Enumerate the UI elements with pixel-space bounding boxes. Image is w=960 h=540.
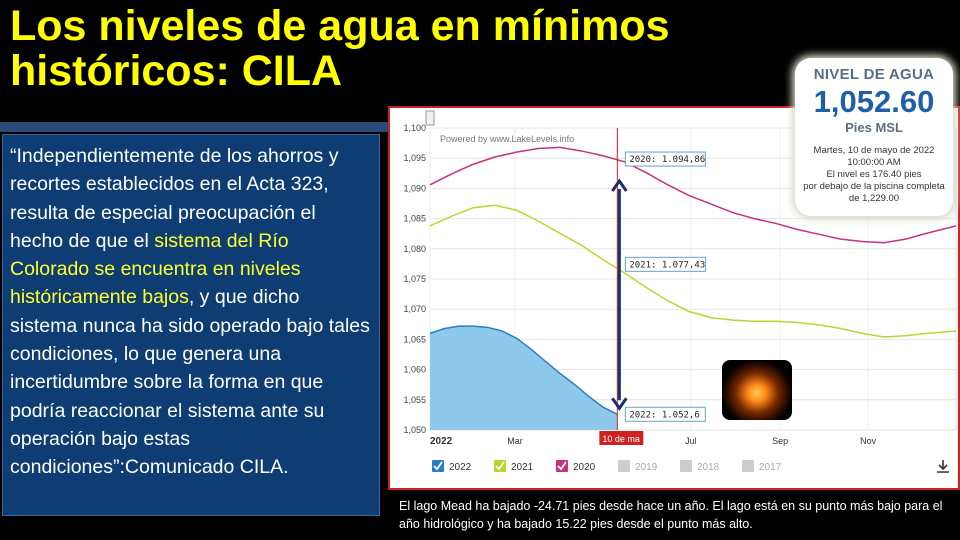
badge-title: NIVEL DE AGUA bbox=[813, 66, 935, 83]
annotation-label: 2020: 1.094,86 bbox=[629, 155, 705, 165]
badge-value: 1,052.60 bbox=[813, 84, 935, 119]
y-tick-label: 1,095 bbox=[403, 153, 426, 163]
y-tick-label: 1,050 bbox=[403, 425, 426, 435]
legend-label-2018: 2018 bbox=[697, 462, 720, 473]
x-tick-label: Sep bbox=[772, 436, 788, 446]
badge-date: Martes, 10 de mayo de 2022 bbox=[813, 145, 935, 156]
water-level-badge: NIVEL DE AGUA 1,052.60 Pies MSL Martes, … bbox=[795, 58, 953, 216]
quote-panel bbox=[2, 134, 380, 516]
annotation-label: 2022: 1.052,6 bbox=[629, 410, 699, 420]
x-tick-label: 2022 bbox=[430, 436, 453, 447]
difference-arrow-head-top bbox=[611, 178, 628, 192]
badge-time: 10:00:00 AM bbox=[847, 157, 901, 168]
x-tick-label: Jul bbox=[685, 436, 697, 446]
legend-check-2021 bbox=[495, 461, 505, 471]
y-tick-label: 1,080 bbox=[403, 244, 426, 254]
quote-part-2: , y que dicho sistema nunca ha sido oper… bbox=[10, 286, 370, 479]
x-tick-label: Nov bbox=[860, 436, 877, 446]
series-2022-line bbox=[429, 325, 618, 415]
y-tick-label: 1,090 bbox=[403, 183, 426, 193]
candle-image bbox=[722, 360, 792, 420]
date-marker-box bbox=[599, 431, 644, 445]
badge-note-3: de 1,229.00 bbox=[848, 193, 900, 204]
quote-highlight: sistema del Río Colorado se encuentra en… bbox=[10, 229, 301, 309]
quote-text: “Independientemente de los ahorros y rec… bbox=[10, 142, 372, 482]
legend-checkbox-2022 bbox=[432, 460, 444, 472]
download-icon bbox=[937, 460, 949, 473]
legend-label-2021: 2021 bbox=[511, 462, 534, 473]
annotation-label: 2021: 1.077,43 bbox=[629, 260, 705, 270]
series-2020-line bbox=[429, 146, 957, 244]
badge-note-2: por debajo de la piscina completa bbox=[803, 181, 945, 192]
slide-title: Los niveles de agua en mínimos histórico… bbox=[10, 4, 790, 94]
legend-checkbox-2018 bbox=[680, 460, 692, 472]
badge-note-1: El nivel es 176.40 pies bbox=[826, 169, 922, 180]
legend-check-2020 bbox=[557, 461, 567, 471]
title-line-2: históricos: CILA bbox=[10, 47, 343, 95]
chart-caption: El lago Mead ha bajado -24.71 pies desde… bbox=[391, 494, 957, 536]
date-marker-label: 10 de ma bbox=[602, 434, 640, 444]
annotation-box bbox=[624, 406, 706, 422]
y-tick-label: 1,085 bbox=[403, 214, 426, 224]
legend-label-2022: 2022 bbox=[449, 462, 472, 473]
series-2022-area bbox=[430, 326, 618, 430]
legend-checkbox-2019 bbox=[618, 460, 630, 472]
title-line-1: Los niveles de agua en mínimos bbox=[10, 2, 670, 50]
y-tick-label: 1,100 bbox=[403, 123, 426, 133]
y-tick-label: 1,060 bbox=[403, 365, 426, 375]
quote-part-1: “Independientemente de los ahorros y rec… bbox=[10, 145, 339, 252]
legend-checkbox-2020 bbox=[556, 460, 568, 472]
series-2021-line bbox=[429, 204, 957, 338]
legend-label-2019: 2019 bbox=[635, 462, 658, 473]
y-tick-label: 1,055 bbox=[403, 395, 426, 405]
y-tick-label: 1,065 bbox=[403, 334, 426, 344]
annotation-box bbox=[624, 256, 706, 272]
legend-checkbox-2017 bbox=[742, 460, 754, 472]
chart-credit: Powered by www.LakeLevels.info bbox=[440, 134, 574, 144]
difference-arrow-head-bottom bbox=[611, 397, 628, 411]
x-tick-label: Mar bbox=[507, 436, 523, 446]
chart-scroll-handle bbox=[425, 110, 435, 126]
y-tick-label: 1,070 bbox=[403, 304, 426, 314]
badge-unit: Pies MSL bbox=[845, 120, 903, 135]
divider-bar bbox=[0, 122, 388, 132]
legend-check-2022 bbox=[433, 461, 443, 471]
legend-label-2020: 2020 bbox=[573, 462, 596, 473]
legend-label-2017: 2017 bbox=[759, 462, 782, 473]
annotation-box bbox=[624, 151, 706, 167]
y-tick-label: 1,075 bbox=[403, 274, 426, 284]
legend-checkbox-2021 bbox=[494, 460, 506, 472]
chart-svg: 1,050 1,055 1,060 1,065 1,070 1,075 1,080 1,085… bbox=[403, 110, 957, 473]
